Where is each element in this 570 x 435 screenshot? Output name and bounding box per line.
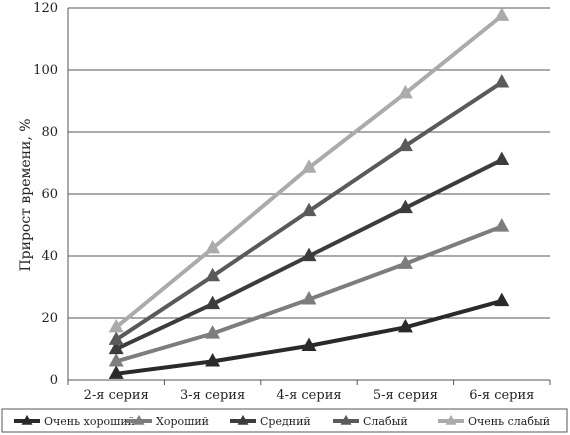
- legend-item: Хороший: [126, 414, 209, 428]
- data-point-marker: [205, 353, 221, 367]
- data-point-marker: [205, 325, 221, 339]
- legend-frame: [1, 408, 568, 433]
- series-1: [108, 292, 510, 379]
- series-3: [108, 151, 510, 355]
- series-group: [108, 7, 510, 379]
- data-point-marker: [301, 291, 317, 305]
- grid-lines: [67, 7, 551, 385]
- data-point-marker: [108, 365, 124, 379]
- data-point-marker: [108, 331, 124, 345]
- data-point-marker: [397, 199, 413, 214]
- y-tick-label: 0: [50, 373, 58, 388]
- legend-item: Очень хороший: [14, 414, 135, 428]
- data-point-marker: [397, 84, 413, 99]
- legend-label: Средний: [260, 415, 311, 428]
- legend-item: Средний: [230, 414, 311, 428]
- data-point-marker: [205, 239, 221, 254]
- y-tick-label: 40: [41, 249, 58, 264]
- data-point-marker: [494, 218, 510, 232]
- data-point-marker: [494, 74, 510, 88]
- legend-label: Очень слабый: [468, 415, 550, 428]
- data-point-marker: [494, 7, 510, 21]
- data-point-marker: [108, 353, 124, 367]
- legend-swatch-marker: [133, 414, 145, 425]
- y-tick-label: 120: [33, 1, 58, 16]
- data-point-marker: [108, 340, 124, 355]
- y-tick-label: 80: [41, 125, 58, 140]
- data-point-marker: [397, 255, 413, 269]
- series-line: [115, 299, 503, 376]
- x-tick-label: 5-я серия: [373, 388, 438, 403]
- legend-item: Очень слабый: [438, 414, 550, 428]
- x-tick-label: 4-я серия: [276, 388, 341, 403]
- data-point-marker: [205, 295, 221, 310]
- data-point-marker: [301, 247, 317, 262]
- data-point-marker: [397, 137, 413, 152]
- data-point-marker: [301, 337, 317, 352]
- series-2: [108, 218, 510, 367]
- x-tick-label: 3-я серия: [180, 388, 245, 403]
- series-4: [108, 74, 510, 345]
- x-tick-label: 6-я серия: [469, 388, 534, 403]
- data-point-marker: [494, 151, 510, 166]
- legend-label: Слабый: [363, 415, 408, 428]
- y-axis-ticks: 0 20 40 60 80 100 120: [33, 1, 58, 388]
- x-tick-label: 2-я серия: [84, 388, 149, 403]
- data-point-marker: [205, 267, 221, 282]
- y-axis-label: Прирост времени, %: [18, 118, 34, 271]
- legend-swatch-marker: [445, 414, 457, 425]
- data-point-marker: [397, 318, 413, 333]
- legend-swatch-marker: [340, 414, 352, 425]
- legend-label: Хороший: [156, 415, 209, 428]
- legend-swatch-marker: [237, 414, 249, 425]
- x-axis-ticks: 2-я серия 3-я серия 4-я серия 5-я серия 6-я …: [84, 388, 535, 403]
- data-point-marker: [494, 292, 510, 307]
- legend-item: Слабый: [333, 414, 408, 428]
- data-point-marker: [108, 318, 124, 333]
- y-tick-label: 60: [41, 187, 58, 202]
- legend: Очень хороший Хороший Средний Слабый Очень с…: [1, 408, 568, 433]
- series-5: [108, 7, 510, 333]
- y-tick-label: 20: [41, 311, 58, 326]
- legend-swatch-marker: [21, 414, 33, 425]
- y-tick-label: 100: [33, 63, 58, 78]
- legend-label: Очень хороший: [44, 415, 135, 428]
- data-point-marker: [301, 202, 317, 217]
- data-point-marker: [301, 159, 317, 173]
